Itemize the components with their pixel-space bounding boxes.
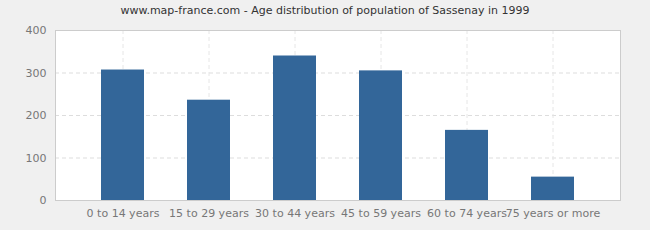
svg-text:45 to 59 years: 45 to 59 years bbox=[341, 207, 421, 220]
svg-text:300: 300 bbox=[26, 67, 47, 80]
svg-text:60 to 74 years: 60 to 74 years bbox=[427, 207, 507, 220]
html-text:www.map-france.com - Age distr: www.map-france.com - Age distribution of… bbox=[120, 4, 530, 17]
svg-text:100: 100 bbox=[26, 152, 47, 165]
svg-text:400: 400 bbox=[26, 24, 47, 37]
svg-text:15 to 29 years: 15 to 29 years bbox=[169, 207, 249, 220]
svg-text:75 years or more: 75 years or more bbox=[506, 207, 601, 220]
svg-text:200: 200 bbox=[26, 109, 47, 122]
svg-text:0 to 14 years: 0 to 14 years bbox=[87, 207, 160, 220]
svg-text:0: 0 bbox=[40, 194, 47, 207]
svg-text:30 to 44 years: 30 to 44 years bbox=[255, 207, 335, 220]
